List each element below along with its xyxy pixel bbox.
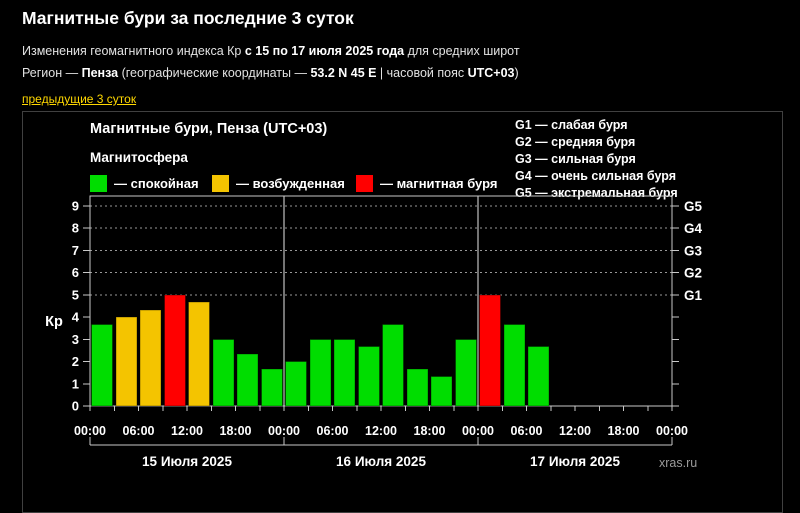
text-segment: | часовой пояс bbox=[376, 66, 468, 80]
x-tick-label: 06:00 bbox=[511, 424, 543, 438]
day-label: 15 Июля 2025 bbox=[142, 454, 232, 469]
kp-bar bbox=[479, 294, 502, 407]
day-label: 17 Июля 2025 bbox=[530, 454, 620, 469]
legend-label: — возбужденная bbox=[236, 175, 345, 191]
legend-swatch-excited bbox=[212, 174, 229, 192]
x-tick-label: 00:00 bbox=[656, 424, 688, 438]
kp-bar bbox=[309, 338, 332, 407]
x-tick-label: 00:00 bbox=[74, 424, 106, 438]
text-segment: для средних широт bbox=[404, 44, 520, 58]
y-tick-label: 4 bbox=[72, 310, 80, 325]
y-tick-label: 1 bbox=[72, 376, 79, 391]
x-tick-label: 00:00 bbox=[268, 424, 300, 438]
kp-bar bbox=[212, 338, 235, 407]
kp-bar bbox=[430, 375, 453, 407]
x-tick-label: 12:00 bbox=[365, 424, 397, 438]
description-line-1: Изменения геомагнитного индекса Кр с 15 … bbox=[22, 44, 520, 58]
g-scale-item: G2 — средняя буря bbox=[515, 135, 636, 149]
y-tick-label: 0 bbox=[72, 399, 79, 414]
y-tick-label: 9 bbox=[72, 199, 79, 214]
kp-bar bbox=[527, 346, 550, 407]
chart-title: Магнитные бури, Пенза (UTC+03) bbox=[90, 121, 328, 137]
g-scale-legend: G1 — слабая буря G2 — средняя буря G3 — си… bbox=[515, 117, 678, 202]
kp-bar bbox=[236, 353, 259, 407]
previous-3-days-link[interactable]: предыдущие 3 суток bbox=[22, 92, 137, 106]
g-scale-item: G3 — сильная буря bbox=[515, 152, 636, 166]
text-segment: (географические координаты — bbox=[118, 66, 311, 80]
legend-item-quiet: — спокойная bbox=[90, 174, 199, 192]
kp-bar bbox=[139, 309, 162, 407]
kp-bar bbox=[91, 323, 114, 407]
y-tick-label: 3 bbox=[72, 332, 79, 347]
x-tick-label: 06:00 bbox=[123, 424, 155, 438]
g-label: G4 bbox=[684, 221, 703, 236]
x-tick-label: 12:00 bbox=[559, 424, 591, 438]
text-segment: 53.2 N 45 E bbox=[310, 66, 377, 80]
kp-bar bbox=[115, 316, 138, 407]
kp-bar bbox=[454, 338, 477, 407]
text-segment: с 15 по 17 июля 2025 года bbox=[244, 44, 405, 58]
description-line-2: Регион — Пенза (географические координат… bbox=[22, 66, 519, 80]
kp-axis-label: Кр bbox=[45, 314, 63, 330]
g-label: G3 bbox=[684, 243, 703, 258]
y-tick-label: 2 bbox=[72, 354, 79, 369]
kp-bar bbox=[333, 338, 356, 407]
x-tick-label: 12:00 bbox=[171, 424, 203, 438]
page: Магнитные бури за последние 3 суток Изме… bbox=[22, 8, 783, 513]
g-label: G1 bbox=[684, 288, 703, 303]
kp-bar bbox=[357, 346, 380, 407]
kp-bar bbox=[163, 294, 186, 407]
y-tick-label: 8 bbox=[72, 221, 79, 236]
kp-bar-chart: 0 1 2 3 4 5 6 7 8 9 G1 G2 G3 G4 G5 Кр 00:00 06:00 12:00 18:… bbox=[45, 195, 703, 469]
g-label: G5 bbox=[684, 199, 703, 214]
kp-bar bbox=[188, 301, 211, 407]
x-tick-label: 18:00 bbox=[608, 424, 640, 438]
y-tick-label: 5 bbox=[72, 287, 79, 302]
kp-bar bbox=[285, 361, 308, 407]
day-label: 16 Июля 2025 bbox=[336, 454, 426, 469]
kp-bar bbox=[260, 368, 283, 407]
x-tick-label: 06:00 bbox=[317, 424, 349, 438]
kp-bar bbox=[406, 368, 429, 407]
g-label: G2 bbox=[684, 266, 702, 281]
legend-item-storm: — магнитная буря bbox=[356, 174, 497, 192]
x-tick-label: 18:00 bbox=[220, 424, 252, 438]
y-tick-label: 6 bbox=[72, 265, 79, 280]
legend-label: — магнитная буря bbox=[380, 175, 498, 191]
legend-swatch-quiet bbox=[90, 174, 107, 192]
g-scale-item: G1 — слабая буря bbox=[515, 118, 628, 132]
legend-label: — спокойная bbox=[114, 175, 199, 191]
x-tick-label: 00:00 bbox=[462, 424, 494, 438]
text-segment: ) bbox=[514, 66, 519, 80]
x-tick-label: 18:00 bbox=[414, 424, 446, 438]
legend-title: Магнитосфера bbox=[90, 150, 188, 165]
text-segment: Регион — bbox=[22, 66, 82, 80]
text-segment: Пенза bbox=[81, 66, 119, 80]
page-title: Магнитные бури за последние 3 суток bbox=[22, 8, 354, 28]
kp-bar bbox=[503, 323, 526, 407]
kp-bar bbox=[382, 323, 405, 407]
g-scale-item: G4 — очень сильная буря bbox=[515, 169, 676, 183]
watermark: xras.ru bbox=[659, 456, 698, 470]
y-tick-label: 7 bbox=[72, 243, 79, 258]
text-segment: Изменения геомагнитного индекса Кр bbox=[22, 44, 245, 58]
legend-swatch-storm bbox=[356, 174, 373, 192]
text-segment: UTC+03 bbox=[467, 66, 515, 80]
legend-item-excited: — возбужденная bbox=[212, 174, 345, 192]
